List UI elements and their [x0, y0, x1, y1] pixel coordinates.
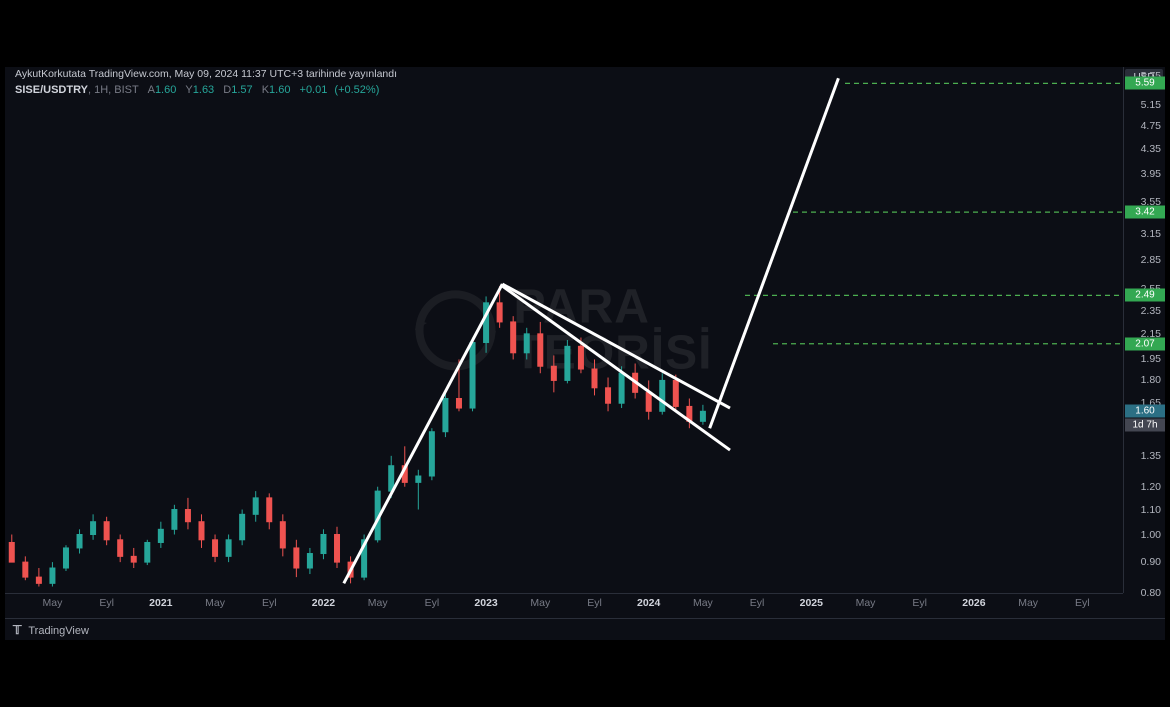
xtick: 2024 — [637, 597, 660, 609]
xtick: 2025 — [800, 597, 823, 609]
ytick: 1.80 — [1141, 374, 1161, 386]
ytick: 3.95 — [1141, 168, 1161, 180]
ytick: 4.35 — [1141, 143, 1161, 155]
xtick: 2023 — [474, 597, 497, 609]
ytick: 3.15 — [1141, 228, 1161, 240]
xtick: May — [43, 597, 63, 609]
xtick: May — [530, 597, 550, 609]
xtick: 2026 — [962, 597, 985, 609]
ytick: 1.95 — [1141, 353, 1161, 365]
chart-svg — [5, 67, 1123, 593]
chart-plot-area[interactable]: PARA TEORİSİ — [5, 67, 1123, 593]
tradingview-logo-icon: 𝕋 — [13, 623, 22, 637]
ytick: 1.35 — [1141, 450, 1161, 462]
footer-brand: TradingView — [28, 625, 89, 637]
ytick: 1.00 — [1141, 529, 1161, 541]
xtick: May — [368, 597, 388, 609]
xtick: Eyl — [1075, 597, 1090, 609]
xtick: Eyl — [262, 597, 277, 609]
xtick: 2021 — [149, 597, 172, 609]
xtick: May — [693, 597, 713, 609]
ytick: 2.35 — [1141, 305, 1161, 317]
xtick: Eyl — [750, 597, 765, 609]
xtick: Eyl — [587, 597, 602, 609]
target-price-tag: 3.42 — [1125, 206, 1165, 219]
ytick: 5.15 — [1141, 99, 1161, 111]
ytick: 1.10 — [1141, 504, 1161, 516]
xtick: May — [1018, 597, 1038, 609]
xtick: Eyl — [99, 597, 114, 609]
xtick: May — [205, 597, 225, 609]
ytick: 1.20 — [1141, 481, 1161, 493]
price-tag: 1.60 — [1125, 405, 1165, 418]
price-axis[interactable]: 0.800.901.001.101.201.351.501.651.801.95… — [1123, 67, 1165, 593]
time-axis[interactable]: May Eyl 2021 May Eyl 2022 May Eyl 2023 May Eyl 2024… — [5, 593, 1123, 613]
footer: 𝕋 TradingView — [5, 618, 1165, 640]
target-price-tag: 5.59 — [1125, 77, 1165, 90]
ytick: 4.75 — [1141, 120, 1161, 132]
price-tag: 1d 7h — [1125, 418, 1165, 431]
chart-container: AykutKorkutata TradingView.com, May 09, … — [5, 67, 1165, 640]
ytick: 2.85 — [1141, 254, 1161, 266]
target-price-tag: 2.07 — [1125, 337, 1165, 350]
ytick: 0.90 — [1141, 556, 1161, 568]
xtick: Eyl — [912, 597, 927, 609]
ytick: 0.80 — [1141, 587, 1161, 599]
xtick: May — [856, 597, 876, 609]
xtick: Eyl — [425, 597, 440, 609]
target-price-tag: 2.49 — [1125, 289, 1165, 302]
xtick: 2022 — [312, 597, 335, 609]
